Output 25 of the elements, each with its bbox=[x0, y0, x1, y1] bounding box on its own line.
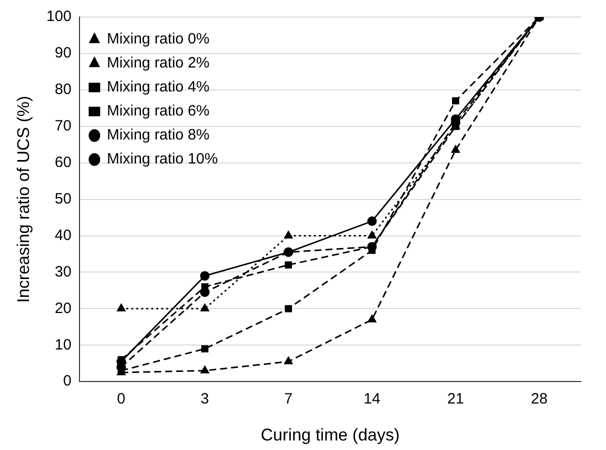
y-tick-label: 80 bbox=[54, 81, 72, 98]
legend-label: Mixing ratio 8% bbox=[106, 126, 210, 144]
y-tick-label: 10 bbox=[54, 336, 72, 354]
y-tick-label: 40 bbox=[54, 226, 72, 244]
legend-label: Mixing ratio 6% bbox=[106, 102, 210, 120]
legend-label: Mixing ratio 2% bbox=[106, 54, 210, 72]
y-tick-label: 90 bbox=[54, 44, 72, 62]
x-axis-title: Curing time (days) bbox=[260, 425, 400, 444]
x-tick-label: 7 bbox=[284, 390, 293, 408]
y-tick-label: 70 bbox=[54, 118, 72, 135]
y-tick-label: 60 bbox=[54, 154, 72, 171]
x-tick-label: 21 bbox=[447, 390, 464, 408]
legend-label: Mixing ratio 0% bbox=[106, 30, 210, 48]
y-tick-label: 0 bbox=[63, 372, 72, 390]
y-axis-title: Increasing ratio of UCS (%) bbox=[14, 96, 33, 303]
y-tick-label: 100 bbox=[46, 8, 72, 26]
x-tick-label: 14 bbox=[364, 390, 380, 408]
x-tick-label: 3 bbox=[200, 390, 209, 408]
x-tick-label: 28 bbox=[530, 390, 548, 408]
legend-label: Mixing ratio 10% bbox=[106, 150, 218, 168]
y-tick-label: 30 bbox=[54, 263, 72, 280]
legend-label: Mixing ratio 4% bbox=[106, 78, 210, 96]
y-tick-label: 50 bbox=[54, 190, 72, 208]
y-tick-label: 20 bbox=[54, 300, 72, 317]
x-tick-label: 0 bbox=[117, 390, 126, 408]
